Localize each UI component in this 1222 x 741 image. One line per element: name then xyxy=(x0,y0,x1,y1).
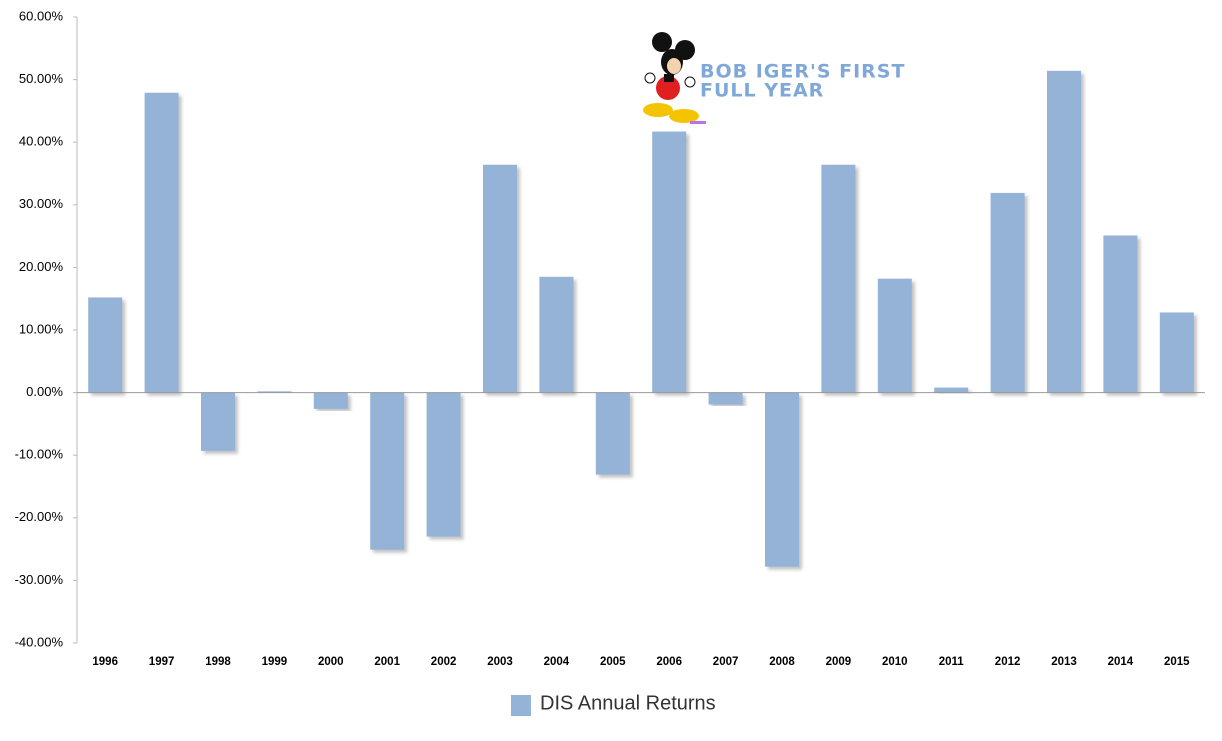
x-tick-label: 2004 xyxy=(544,656,570,668)
y-tick-label: 50.00% xyxy=(19,71,64,86)
x-tick-label: 2001 xyxy=(374,656,400,668)
bar xyxy=(1103,235,1138,393)
x-tick-label: 2010 xyxy=(882,656,908,668)
bar xyxy=(257,391,292,393)
annotation: FULL YEAR xyxy=(700,80,824,102)
legend-label: DIS Annual Returns xyxy=(540,692,716,714)
bar xyxy=(144,92,179,393)
y-tick-label: 30.00% xyxy=(19,196,64,211)
x-tick-label: 1999 xyxy=(262,656,288,668)
bar xyxy=(426,392,461,537)
legend-swatch xyxy=(511,695,531,716)
x-tick-label: 2005 xyxy=(600,656,626,668)
y-tick-label: -40.00% xyxy=(15,634,64,649)
x-tick-label: 1997 xyxy=(149,656,175,668)
mickey-icon xyxy=(643,32,706,124)
x-tick-label: 2007 xyxy=(713,656,739,668)
y-tick-label: 10.00% xyxy=(19,321,64,336)
bar xyxy=(877,278,912,393)
annotation: BOB IGER'S FIRST xyxy=(700,61,905,83)
y-tick-label: -20.00% xyxy=(15,509,64,524)
bar xyxy=(765,392,799,567)
x-tick-label: 1998 xyxy=(205,656,231,668)
x-tick-label: 2008 xyxy=(769,656,795,668)
bar xyxy=(990,192,1025,393)
x-tick-label: 2002 xyxy=(431,656,457,668)
x-tick-label: 2015 xyxy=(1164,656,1190,668)
y-tick-label: 0.00% xyxy=(26,384,63,399)
y-tick-label: 40.00% xyxy=(19,134,64,149)
y-tick-label: -30.00% xyxy=(15,572,64,587)
bar xyxy=(595,392,630,475)
bar xyxy=(934,387,969,393)
x-tick-label: 2012 xyxy=(995,656,1021,668)
plot-area xyxy=(88,70,1194,567)
bar xyxy=(483,164,517,393)
bar xyxy=(313,392,348,409)
bar xyxy=(201,392,235,451)
bar xyxy=(821,164,856,393)
x-tick-label: 2011 xyxy=(939,656,965,668)
x-tick-label: 2009 xyxy=(826,656,852,668)
bar xyxy=(1159,312,1194,393)
bar xyxy=(370,392,405,550)
x-tick-label: 2006 xyxy=(656,656,682,668)
bar xyxy=(1047,70,1081,393)
bar xyxy=(652,131,687,393)
y-tick-label: 60.00% xyxy=(19,8,64,23)
bar xyxy=(539,276,574,393)
x-tick-label: 2014 xyxy=(1108,656,1134,668)
y-tick-label: 20.00% xyxy=(19,259,64,274)
x-tick-label: 2003 xyxy=(487,656,513,668)
bar xyxy=(88,297,123,393)
x-tick-label: 2013 xyxy=(1051,656,1077,668)
bar xyxy=(708,392,743,405)
x-tick-label: 2000 xyxy=(318,656,344,668)
y-tick-label: -10.00% xyxy=(15,447,64,462)
x-tick-label: 1996 xyxy=(92,656,118,668)
